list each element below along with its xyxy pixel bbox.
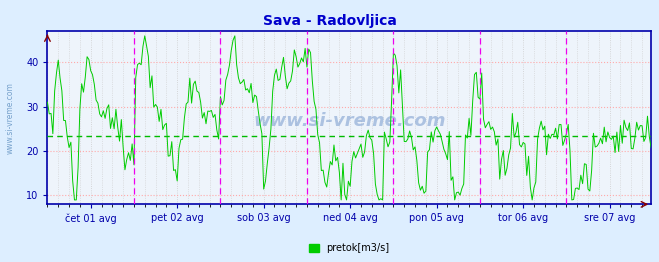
Legend: pretok[m3/s]: pretok[m3/s] [305, 239, 393, 257]
Text: Sava - Radovljica: Sava - Radovljica [262, 14, 397, 28]
Text: www.si-vreme.com: www.si-vreme.com [253, 112, 445, 130]
Text: www.si-vreme.com: www.si-vreme.com [5, 82, 14, 154]
